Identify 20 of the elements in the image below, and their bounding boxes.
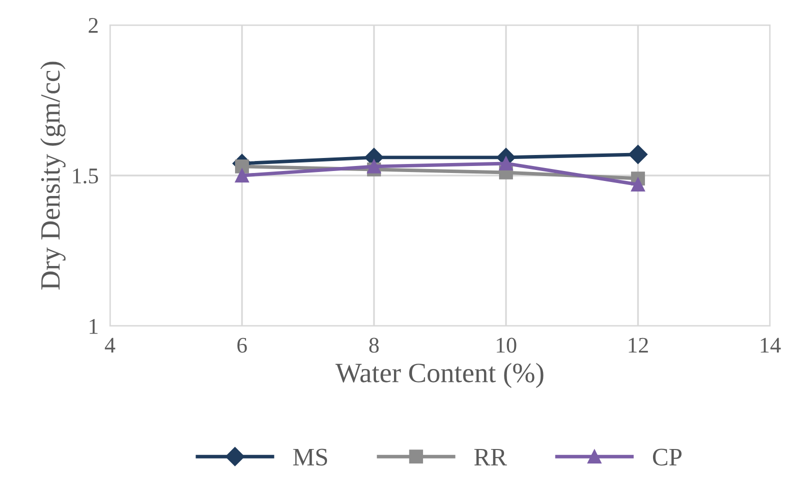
- y-axis-title: Dry Density (gm/cc): [40, 62, 66, 290]
- point: [499, 156, 513, 170]
- y-tick-label: 1: [90, 319, 98, 334]
- legend-label: CP: [652, 448, 682, 466]
- point: [628, 144, 648, 164]
- y-tick-label: 1.5: [73, 168, 98, 184]
- x-axis-title: Water Content (%): [335, 362, 544, 388]
- point: [235, 160, 249, 174]
- y-tick-label: 2: [88, 18, 98, 33]
- legend-label: MS: [293, 448, 328, 466]
- x-tick-label: 12: [628, 338, 648, 353]
- x-tick-label: 14: [760, 338, 781, 353]
- legend-label: RR: [474, 448, 507, 466]
- point: [235, 168, 249, 182]
- x-tick-label: 8: [369, 338, 379, 353]
- point: [367, 160, 381, 174]
- x-tick-label: 10: [496, 338, 516, 353]
- point: [631, 178, 645, 192]
- x-tick-label: 6: [237, 338, 247, 353]
- x-tick-label: 4: [104, 338, 116, 353]
